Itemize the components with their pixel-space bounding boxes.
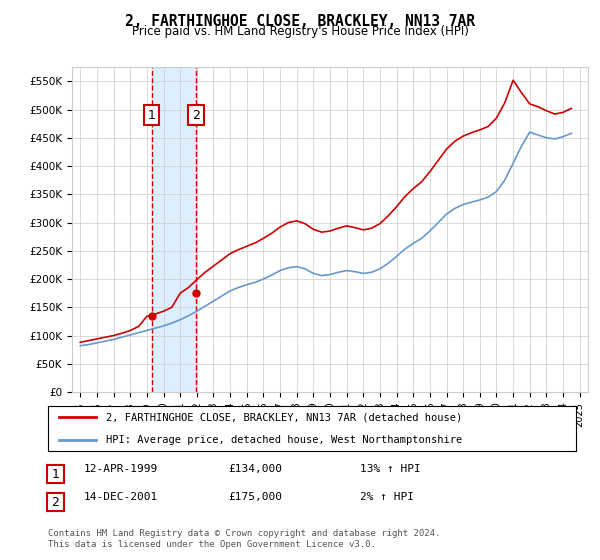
Text: 2% ↑ HPI: 2% ↑ HPI [360,492,414,502]
Text: 14-DEC-2001: 14-DEC-2001 [84,492,158,502]
Text: 2: 2 [192,109,200,122]
Text: Price paid vs. HM Land Registry's House Price Index (HPI): Price paid vs. HM Land Registry's House … [131,25,469,38]
Text: 13% ↑ HPI: 13% ↑ HPI [360,464,421,474]
Text: 2, FARTHINGHOE CLOSE, BRACKLEY, NN13 7AR: 2, FARTHINGHOE CLOSE, BRACKLEY, NN13 7AR [125,14,475,29]
Text: £175,000: £175,000 [228,492,282,502]
Text: 1: 1 [51,468,59,480]
Text: HPI: Average price, detached house, West Northamptonshire: HPI: Average price, detached house, West… [106,435,463,445]
Text: Contains HM Land Registry data © Crown copyright and database right 2024.
This d: Contains HM Land Registry data © Crown c… [48,529,440,549]
Text: 2: 2 [51,496,59,508]
Text: 12-APR-1999: 12-APR-1999 [84,464,158,474]
Text: 1: 1 [148,109,155,122]
Text: 2, FARTHINGHOE CLOSE, BRACKLEY, NN13 7AR (detached house): 2, FARTHINGHOE CLOSE, BRACKLEY, NN13 7AR… [106,412,463,422]
Bar [152,67,196,392]
Text: £134,000: £134,000 [228,464,282,474]
